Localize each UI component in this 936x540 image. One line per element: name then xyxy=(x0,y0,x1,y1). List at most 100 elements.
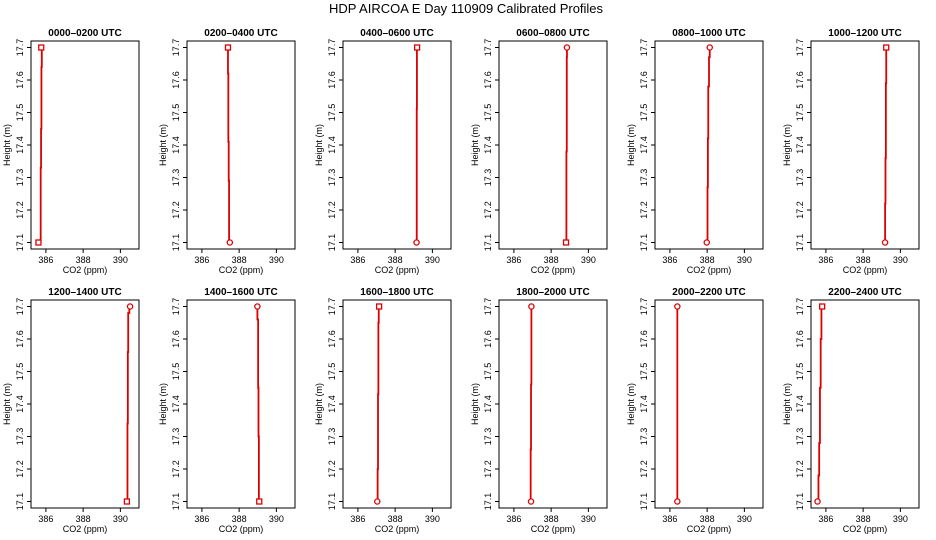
y-axis-label: Height (m) xyxy=(470,383,480,425)
x-tick-label: 386 xyxy=(350,514,365,524)
y-tick-label: 17.4 xyxy=(327,395,337,413)
y-axis-label: Height (m) xyxy=(2,124,12,166)
profile-line xyxy=(39,47,43,243)
plot-frame xyxy=(186,40,296,250)
y-tick-label: 17.1 xyxy=(483,493,493,511)
x-axis-label: CO2 (ppm) xyxy=(687,524,732,534)
x-tick-label: 390 xyxy=(113,255,128,265)
y-tick-label: 17.4 xyxy=(171,395,181,413)
panel-title: 1800–2000 UTC xyxy=(516,287,589,298)
panel-6: 1000–1200 UTC 386 388 390 17.1 17.2 17.3 17.4 17… xyxy=(782,28,920,275)
y-tick-label: 17.7 xyxy=(171,298,181,316)
circle-marker xyxy=(674,303,681,310)
y-tick-label: 17.5 xyxy=(483,363,493,381)
y-tick-label: 17.5 xyxy=(171,104,181,122)
profile-line xyxy=(376,306,380,502)
y-tick-label: 17.3 xyxy=(639,428,649,446)
x-axis-label: CO2 (ppm) xyxy=(375,265,420,275)
panel-1: 0000–0200 UTC 386 388 390 17.1 17.2 17.3 17.4 17… xyxy=(2,28,140,275)
circle-marker xyxy=(226,239,234,246)
x-tick-label: 388 xyxy=(388,514,403,524)
x-axis-label: CO2 (ppm) xyxy=(219,524,264,534)
y-tick-label: 17.7 xyxy=(327,298,337,316)
y-tick-label: 17.5 xyxy=(639,104,649,122)
x-tick-label: 386 xyxy=(818,514,833,524)
y-tick-label: 17.3 xyxy=(639,169,649,187)
y-tick-label: 17.3 xyxy=(171,428,181,446)
y-tick-label: 17.2 xyxy=(15,460,25,478)
plot-frame xyxy=(654,299,764,509)
y-tick-label: 17.4 xyxy=(795,395,805,413)
y-tick-label: 17.1 xyxy=(15,234,25,252)
y-tick-label: 17.6 xyxy=(483,71,493,89)
circle-marker xyxy=(413,239,420,246)
x-tick-label: 390 xyxy=(425,255,440,265)
panel-5: 0800–1000 UTC 386 388 390 17.1 17.2 17.3 17.4 17… xyxy=(626,28,764,275)
y-tick-label: 17.1 xyxy=(639,493,649,511)
y-tick-label: 17.6 xyxy=(639,330,649,348)
y-tick-label: 17.6 xyxy=(795,71,805,89)
y-tick-label: 17.2 xyxy=(639,460,649,478)
plot-frame xyxy=(30,40,140,250)
x-axis-label: CO2 (ppm) xyxy=(63,524,108,534)
y-tick-label: 17.2 xyxy=(171,201,181,219)
x-axis-label: CO2 (ppm) xyxy=(63,265,108,275)
x-axis-label: CO2 (ppm) xyxy=(531,524,576,534)
y-tick-label: 17.7 xyxy=(171,39,181,57)
y-tick-label: 17.6 xyxy=(171,330,181,348)
circle-marker xyxy=(563,44,571,51)
y-tick-label: 17.4 xyxy=(639,395,649,413)
y-tick-label: 17.2 xyxy=(795,460,805,478)
x-tick-label: 390 xyxy=(113,514,128,524)
x-tick-label: 386 xyxy=(350,255,365,265)
y-tick-label: 17.4 xyxy=(483,395,493,413)
y-tick-label: 17.3 xyxy=(795,169,805,187)
y-tick-label: 17.4 xyxy=(327,136,337,154)
x-tick-label: 390 xyxy=(737,514,752,524)
y-tick-label: 17.1 xyxy=(639,234,649,252)
panel-title: 2200–2400 UTC xyxy=(828,287,901,298)
y-tick-label: 17.6 xyxy=(171,71,181,89)
panel-title: 1200–1400 UTC xyxy=(48,287,121,298)
y-tick-label: 17.4 xyxy=(483,136,493,154)
panel-title: 0600–0800 UTC xyxy=(516,28,589,39)
y-tick-label: 17.1 xyxy=(15,493,25,511)
x-tick-label: 386 xyxy=(662,514,677,524)
x-axis-label: CO2 (ppm) xyxy=(531,265,576,275)
panel-12: 2200–2400 UTC 386 388 390 17.1 17.2 17.3 17.4 17… xyxy=(782,287,920,534)
profile-line xyxy=(227,47,230,243)
panel-7: 1200–1400 UTC 386 388 390 17.1 17.2 17.3 17.4 17… xyxy=(2,287,140,534)
y-tick-label: 17.5 xyxy=(327,363,337,381)
y-tick-label: 17.5 xyxy=(15,363,25,381)
y-axis-label: Height (m) xyxy=(782,383,792,425)
y-tick-label: 17.1 xyxy=(795,493,805,511)
x-tick-label: 390 xyxy=(737,255,752,265)
profile-line xyxy=(256,306,260,502)
y-axis-label: Height (m) xyxy=(158,383,168,425)
profile-line xyxy=(565,47,568,243)
y-tick-label: 17.2 xyxy=(327,460,337,478)
y-tick-label: 17.3 xyxy=(795,428,805,446)
y-tick-label: 17.3 xyxy=(327,428,337,446)
panel-title: 1600–1800 UTC xyxy=(360,287,433,298)
y-tick-label: 17.4 xyxy=(639,136,649,154)
y-tick-label: 17.7 xyxy=(15,298,25,316)
profile-line xyxy=(884,47,888,243)
y-axis-label: Height (m) xyxy=(782,124,792,166)
y-tick-label: 17.2 xyxy=(15,201,25,219)
x-tick-label: 388 xyxy=(76,514,91,524)
y-tick-label: 17.4 xyxy=(795,136,805,154)
y-tick-label: 17.1 xyxy=(171,234,181,252)
x-tick-label: 388 xyxy=(700,255,715,265)
x-axis-label: CO2 (ppm) xyxy=(687,265,732,275)
y-tick-label: 17.7 xyxy=(639,39,649,57)
circle-marker xyxy=(814,498,821,505)
y-axis-label: Height (m) xyxy=(2,383,12,425)
y-tick-label: 17.6 xyxy=(483,330,493,348)
circle-marker xyxy=(881,239,889,246)
circle-marker xyxy=(703,239,711,246)
panel-title: 1000–1200 UTC xyxy=(828,28,901,39)
y-axis-label: Height (m) xyxy=(470,124,480,166)
x-tick-label: 388 xyxy=(232,255,247,265)
y-tick-label: 17.4 xyxy=(171,136,181,154)
